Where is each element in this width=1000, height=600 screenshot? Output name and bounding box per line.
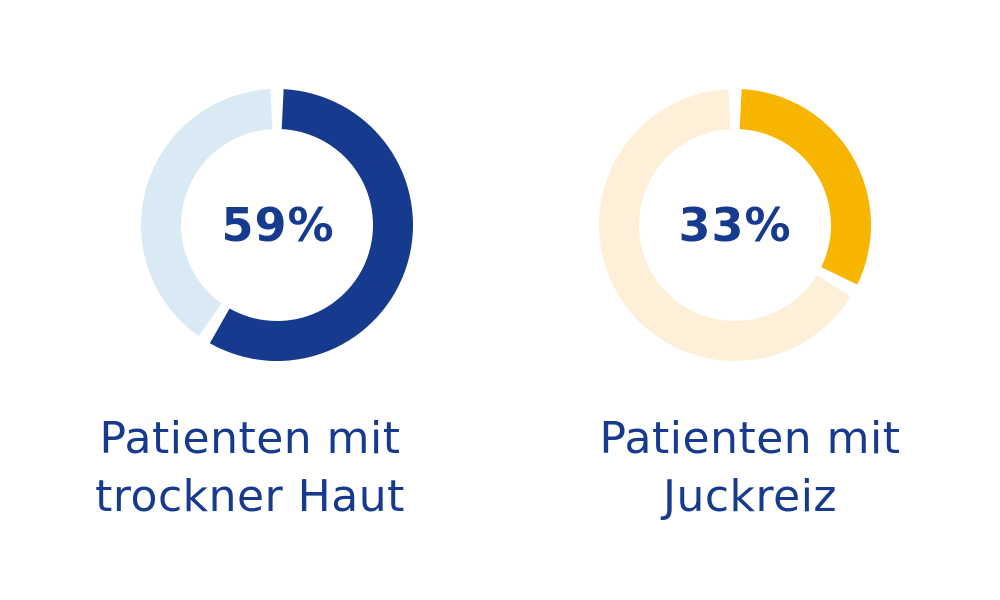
donut-chart-dry-skin: 59% Patienten mit trockner Haut <box>0 89 500 526</box>
donut-value-label: 59% <box>221 198 334 252</box>
caption-line: Patienten mit <box>599 413 901 464</box>
donut-svg: 59% <box>141 89 414 362</box>
donut-caption: Patienten mit trockner Haut <box>0 410 500 526</box>
donut-svg: 33% <box>599 89 871 362</box>
caption-line: Juckreiz <box>662 471 838 522</box>
caption-line: Patienten mit <box>99 413 401 464</box>
donut-value-label: 33% <box>678 198 791 252</box>
donut-remainder-segment <box>141 89 273 337</box>
donut-filled-segment <box>209 89 414 362</box>
donut-filled-segment <box>739 89 871 285</box>
caption-line: trockner Haut <box>95 471 405 522</box>
donut-chart-itching: 33% Patienten mit Juckreiz <box>500 0 1000 600</box>
donut-remainder-segment <box>599 89 851 362</box>
donut-caption: Patienten mit Juckreiz <box>500 410 1000 526</box>
